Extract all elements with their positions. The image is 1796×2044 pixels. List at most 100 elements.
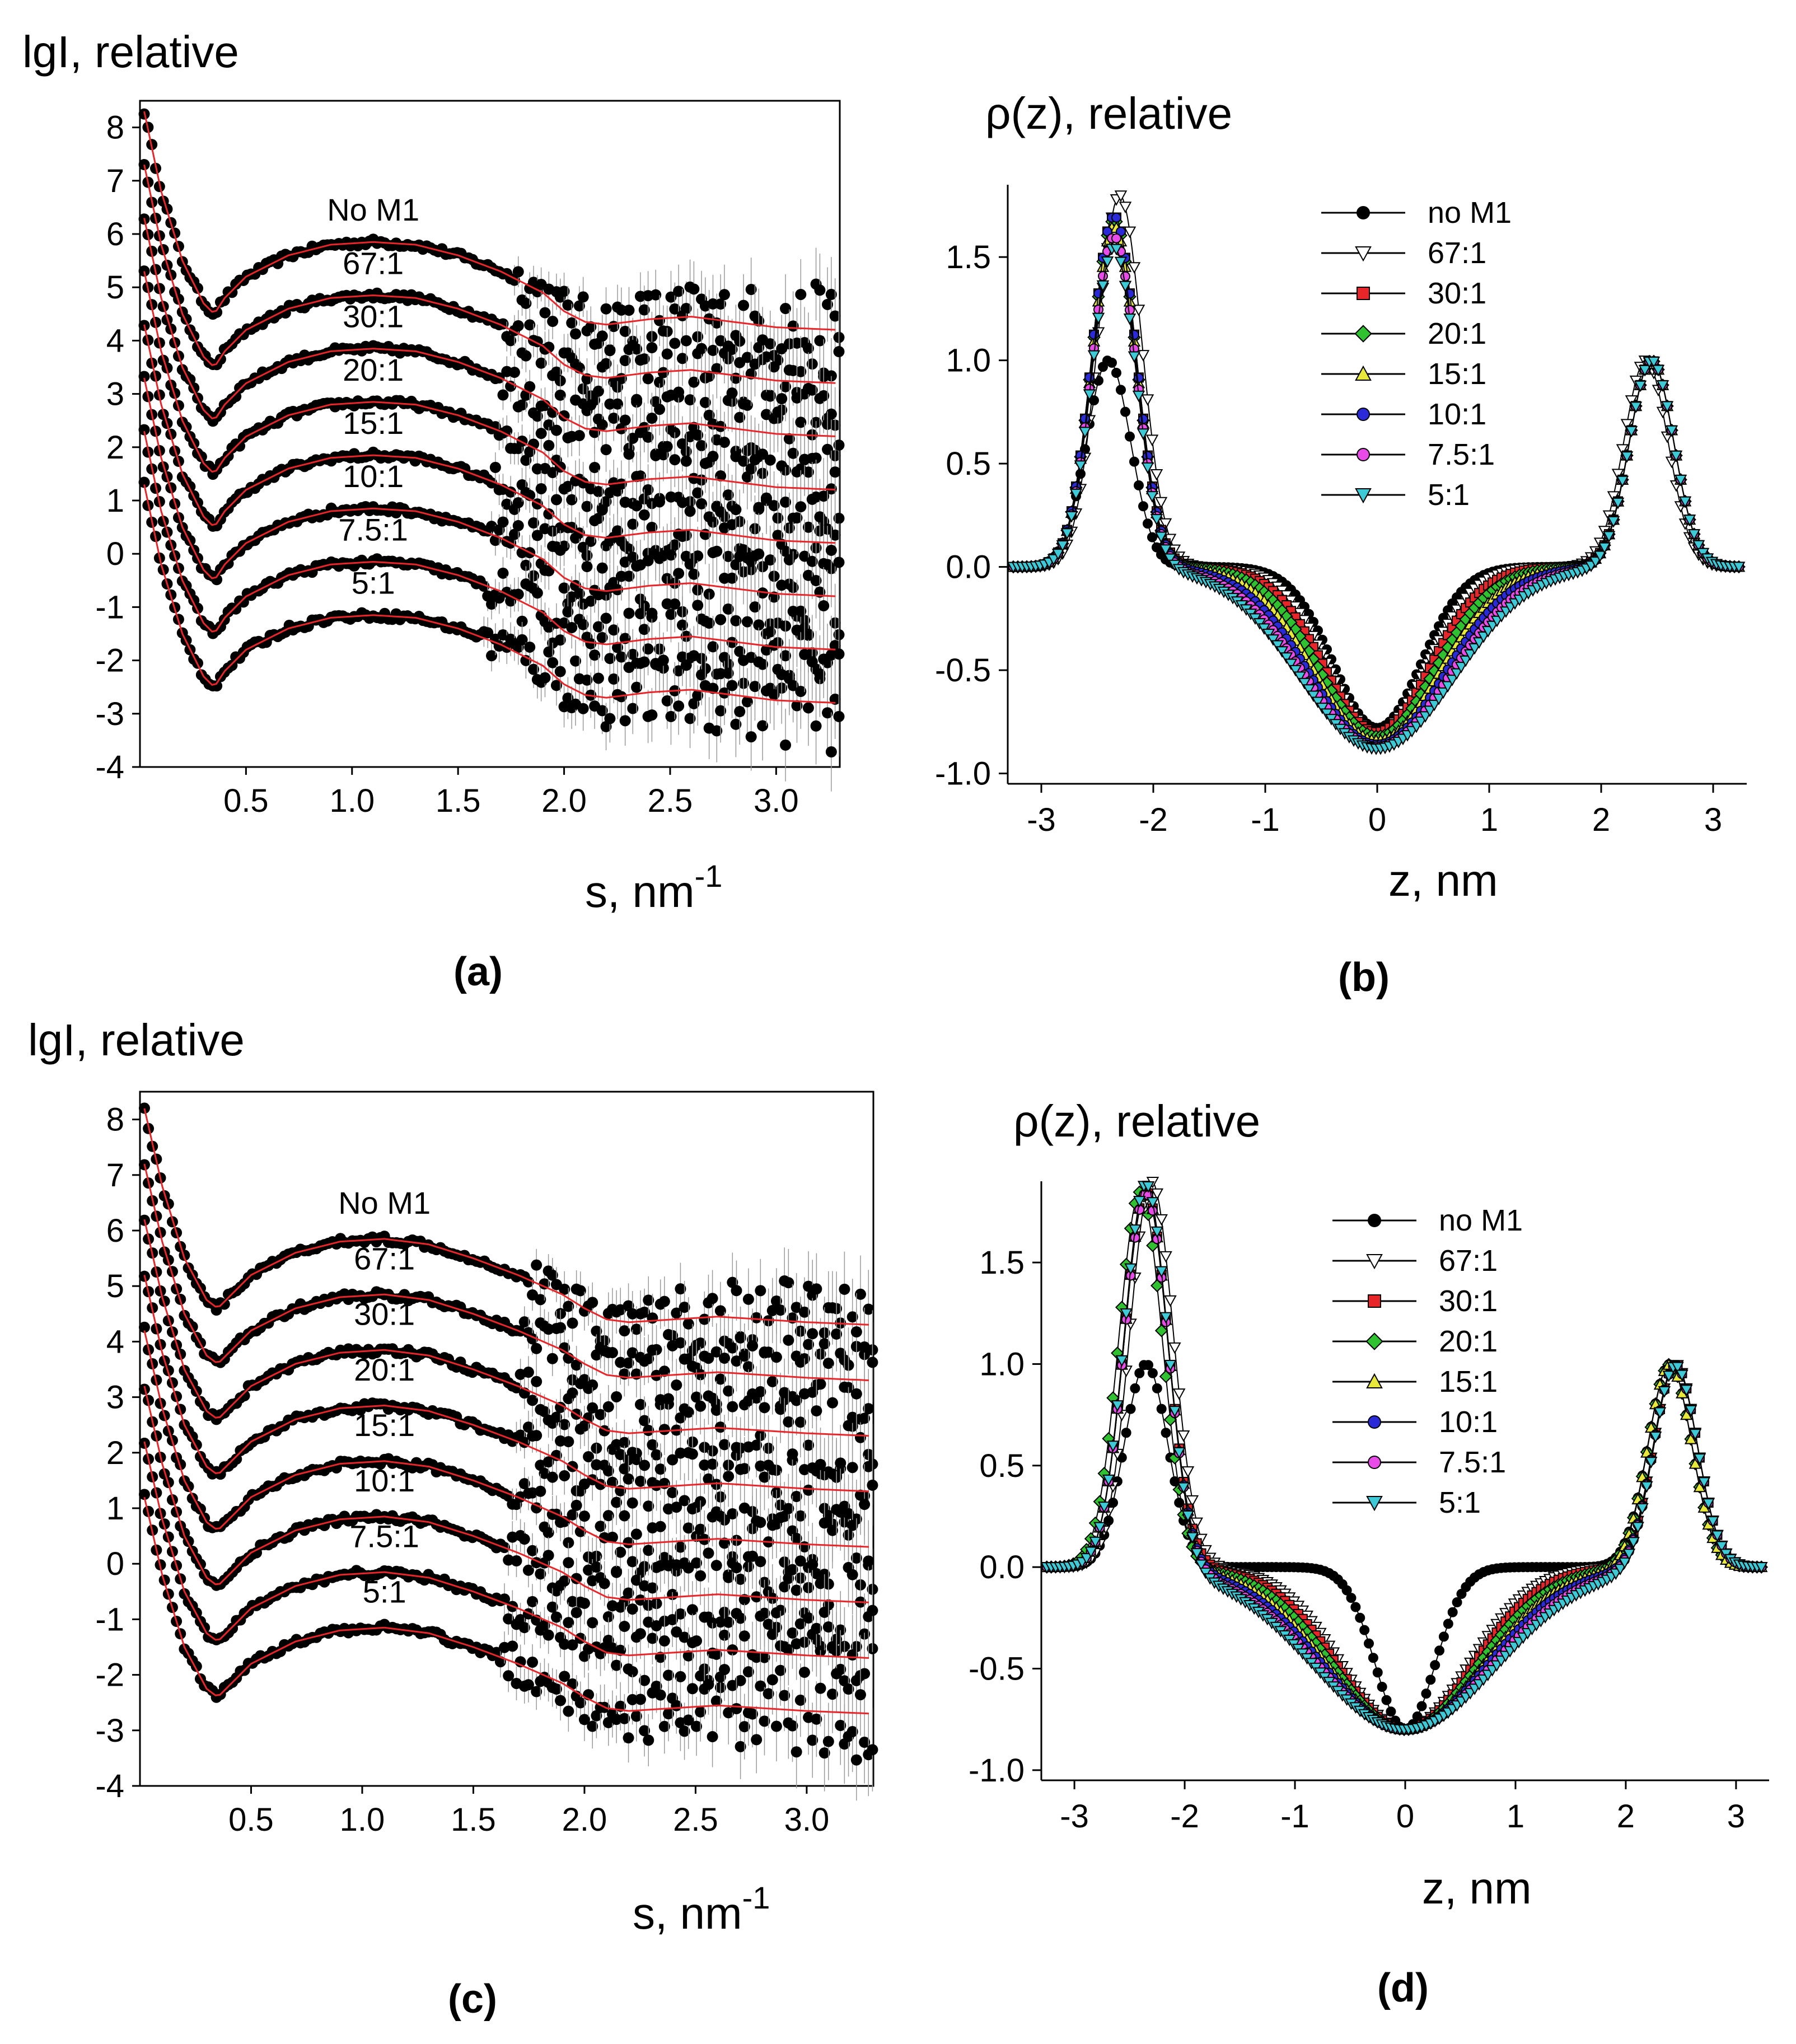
data-point bbox=[825, 288, 837, 300]
x-tick-label: -2 bbox=[1139, 802, 1168, 838]
data-point bbox=[531, 1376, 542, 1387]
panel-c-xlabel-sup: -1 bbox=[742, 1880, 770, 1915]
data-point bbox=[638, 304, 650, 316]
data-point bbox=[570, 655, 582, 667]
legend-label: 30:1 bbox=[1428, 277, 1486, 310]
data-point bbox=[608, 673, 620, 685]
data-point bbox=[558, 582, 570, 594]
data-point bbox=[512, 520, 524, 531]
data-point bbox=[543, 508, 555, 520]
data-point bbox=[539, 672, 551, 684]
data-point bbox=[646, 522, 658, 534]
data-point bbox=[671, 1379, 682, 1391]
data-point bbox=[722, 667, 734, 679]
data-point bbox=[638, 624, 650, 635]
data-point bbox=[673, 568, 685, 579]
data-point bbox=[753, 548, 765, 560]
data-point bbox=[623, 570, 635, 582]
data-point bbox=[606, 1347, 618, 1359]
data-point bbox=[554, 666, 566, 677]
data-point bbox=[592, 486, 604, 498]
y-tick-label: -4 bbox=[95, 1768, 124, 1804]
data-point bbox=[718, 687, 730, 699]
data-point bbox=[722, 489, 734, 501]
data-point bbox=[627, 703, 639, 714]
data-point bbox=[818, 490, 830, 502]
data-point bbox=[505, 380, 517, 392]
data-point bbox=[646, 709, 658, 721]
data-point bbox=[505, 335, 517, 347]
data-point bbox=[829, 466, 841, 478]
x-tick-label: 2.5 bbox=[648, 783, 693, 819]
data-point bbox=[846, 1462, 858, 1474]
data-point bbox=[562, 299, 574, 311]
data-point bbox=[661, 391, 673, 403]
x-tick-label: -3 bbox=[1027, 802, 1056, 838]
data-point bbox=[806, 555, 818, 567]
data-point bbox=[833, 346, 845, 358]
data-point bbox=[722, 603, 734, 615]
data-point bbox=[776, 393, 788, 405]
data-point bbox=[696, 498, 708, 509]
data-point bbox=[780, 496, 792, 508]
data-point bbox=[741, 696, 753, 708]
fit-curve-7 bbox=[143, 484, 836, 704]
data-point bbox=[634, 608, 646, 620]
data-point bbox=[654, 496, 666, 508]
data-point bbox=[806, 384, 818, 396]
data-point bbox=[631, 500, 643, 512]
data-point bbox=[684, 394, 696, 406]
data-point bbox=[157, 409, 169, 420]
data-point bbox=[554, 389, 566, 401]
data-point bbox=[520, 559, 532, 571]
y-tick-label: 4 bbox=[106, 1323, 124, 1360]
data-point bbox=[516, 634, 528, 646]
data-point bbox=[654, 404, 666, 415]
data-point bbox=[516, 399, 528, 411]
data-point bbox=[772, 406, 784, 418]
y-tick-label: 0.5 bbox=[946, 446, 991, 482]
data-point bbox=[795, 288, 807, 300]
x-tick-label: 2.0 bbox=[541, 783, 587, 819]
data-point bbox=[508, 367, 520, 378]
data-point bbox=[654, 376, 666, 388]
data-point bbox=[757, 587, 769, 599]
y-tick-label: -1 bbox=[95, 589, 124, 625]
data-point bbox=[822, 298, 834, 310]
data-point bbox=[684, 713, 696, 724]
data-point bbox=[715, 298, 727, 310]
data-point bbox=[638, 353, 650, 365]
data-point bbox=[776, 460, 788, 472]
data-point bbox=[829, 640, 841, 652]
data-point bbox=[631, 681, 643, 693]
data-point bbox=[749, 358, 761, 370]
y-tick-label: 2 bbox=[106, 1435, 124, 1471]
legend-label: no M1 bbox=[1428, 196, 1512, 230]
data-point bbox=[711, 545, 723, 557]
data-point bbox=[592, 513, 604, 525]
data-point bbox=[230, 391, 242, 403]
data-point bbox=[596, 504, 608, 516]
panel-a-title: lgI, relative bbox=[22, 27, 239, 77]
data-point bbox=[589, 462, 601, 474]
data-point bbox=[742, 1441, 754, 1453]
data-point bbox=[749, 601, 761, 613]
panel-c-title: lgI, relative bbox=[28, 1015, 245, 1065]
density-marker bbox=[1119, 202, 1132, 213]
data-point bbox=[780, 650, 792, 662]
data-point bbox=[520, 350, 532, 362]
data-point bbox=[759, 1402, 770, 1414]
data-point bbox=[680, 455, 692, 467]
data-point bbox=[531, 410, 543, 422]
data-point bbox=[669, 598, 681, 610]
data-point bbox=[554, 634, 566, 646]
data-point bbox=[612, 642, 624, 653]
fit-curves bbox=[143, 111, 836, 704]
data-point bbox=[665, 609, 677, 620]
y-tick-label: 3 bbox=[106, 1379, 124, 1416]
data-point bbox=[676, 353, 688, 364]
data-point bbox=[747, 1340, 759, 1351]
data-point bbox=[592, 621, 604, 633]
data-point bbox=[822, 707, 834, 719]
x-tick-label: 2 bbox=[1592, 802, 1610, 838]
